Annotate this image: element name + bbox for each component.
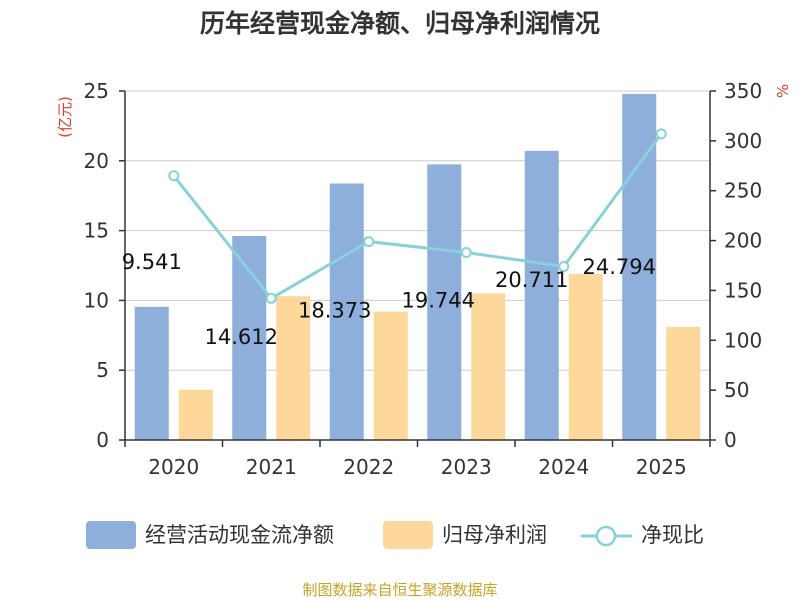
right-tick-label: 200 (724, 229, 762, 253)
bar-cashflow (622, 93, 657, 440)
left-tick-label: 0 (96, 428, 109, 452)
ratio-point (363, 236, 375, 248)
x-tick-label: 2023 (441, 455, 492, 479)
bar-profit (373, 311, 408, 440)
legend-swatch-ratio-marker (595, 525, 617, 547)
right-tick-label: 300 (724, 129, 762, 153)
bar-cashflow (524, 150, 559, 440)
x-tick-label: 2020 (148, 455, 199, 479)
bar-profit (471, 293, 506, 440)
bar-cashflow (329, 183, 364, 440)
x-tick-label: 2021 (246, 455, 297, 479)
data-label-cashflow: 24.794 (583, 255, 656, 279)
left-tick-label: 25 (84, 79, 109, 103)
right-tick-label: 0 (724, 428, 737, 452)
right-tick-label: 150 (724, 278, 762, 302)
x-tick-label: 2025 (636, 455, 687, 479)
data-label-cashflow: 9.541 (122, 250, 182, 274)
right-tick-label: 50 (724, 378, 749, 402)
left-tick-label: 5 (96, 358, 109, 382)
legend: 经营活动现金流净额 归母净利润 净现比 (86, 521, 704, 549)
data-label-cashflow: 19.744 (402, 288, 475, 312)
data-label-cashflow: 18.373 (298, 299, 371, 323)
right-tick-label: 100 (724, 328, 762, 352)
data-labels: 9.541 14.612 18.373 19.744 20.711 24.794 (122, 250, 656, 349)
bar-profit (666, 326, 701, 440)
legend-swatch-profit (383, 521, 433, 549)
legend-swatch-cashflow (86, 521, 136, 549)
bar-cashflow (427, 164, 462, 440)
source-note: 制图数据来自恒生聚源数据库 (302, 581, 497, 599)
left-tick-label: 20 (84, 149, 109, 173)
legend-label-cashflow[interactable]: 经营活动现金流净额 (145, 523, 334, 547)
left-tick-label: 15 (84, 219, 109, 243)
right-tick-label: 350 (724, 79, 762, 103)
x-tick-label: 2024 (538, 455, 589, 479)
ratio-point (265, 292, 277, 304)
ratio-point (460, 247, 472, 259)
right-tick-label: 250 (724, 179, 762, 203)
legend-label-profit[interactable]: 归母净利润 (442, 523, 547, 547)
ratio-series-line (172, 132, 663, 301)
legend-label-ratio[interactable]: 净现比 (641, 523, 704, 547)
ratio-point (168, 170, 180, 182)
left-tick-label: 10 (84, 288, 109, 312)
bar-profit (178, 389, 213, 440)
left-axis-unit: (亿元) (56, 96, 74, 138)
bar-cashflow (134, 306, 169, 440)
bars (134, 93, 701, 440)
data-label-cashflow: 14.612 (205, 325, 278, 349)
x-tick-label: 2022 (343, 455, 394, 479)
ratio-point (558, 260, 570, 272)
bar-profit (568, 273, 603, 440)
ratio-line (168, 128, 667, 304)
bar-profit (276, 296, 311, 440)
ratio-point (655, 128, 667, 140)
chart-title: 历年经营现金净额、归母净利润情况 (200, 9, 600, 38)
right-axis-unit: % (774, 84, 792, 98)
grid (125, 90, 710, 371)
data-label-cashflow: 20.711 (495, 268, 568, 292)
